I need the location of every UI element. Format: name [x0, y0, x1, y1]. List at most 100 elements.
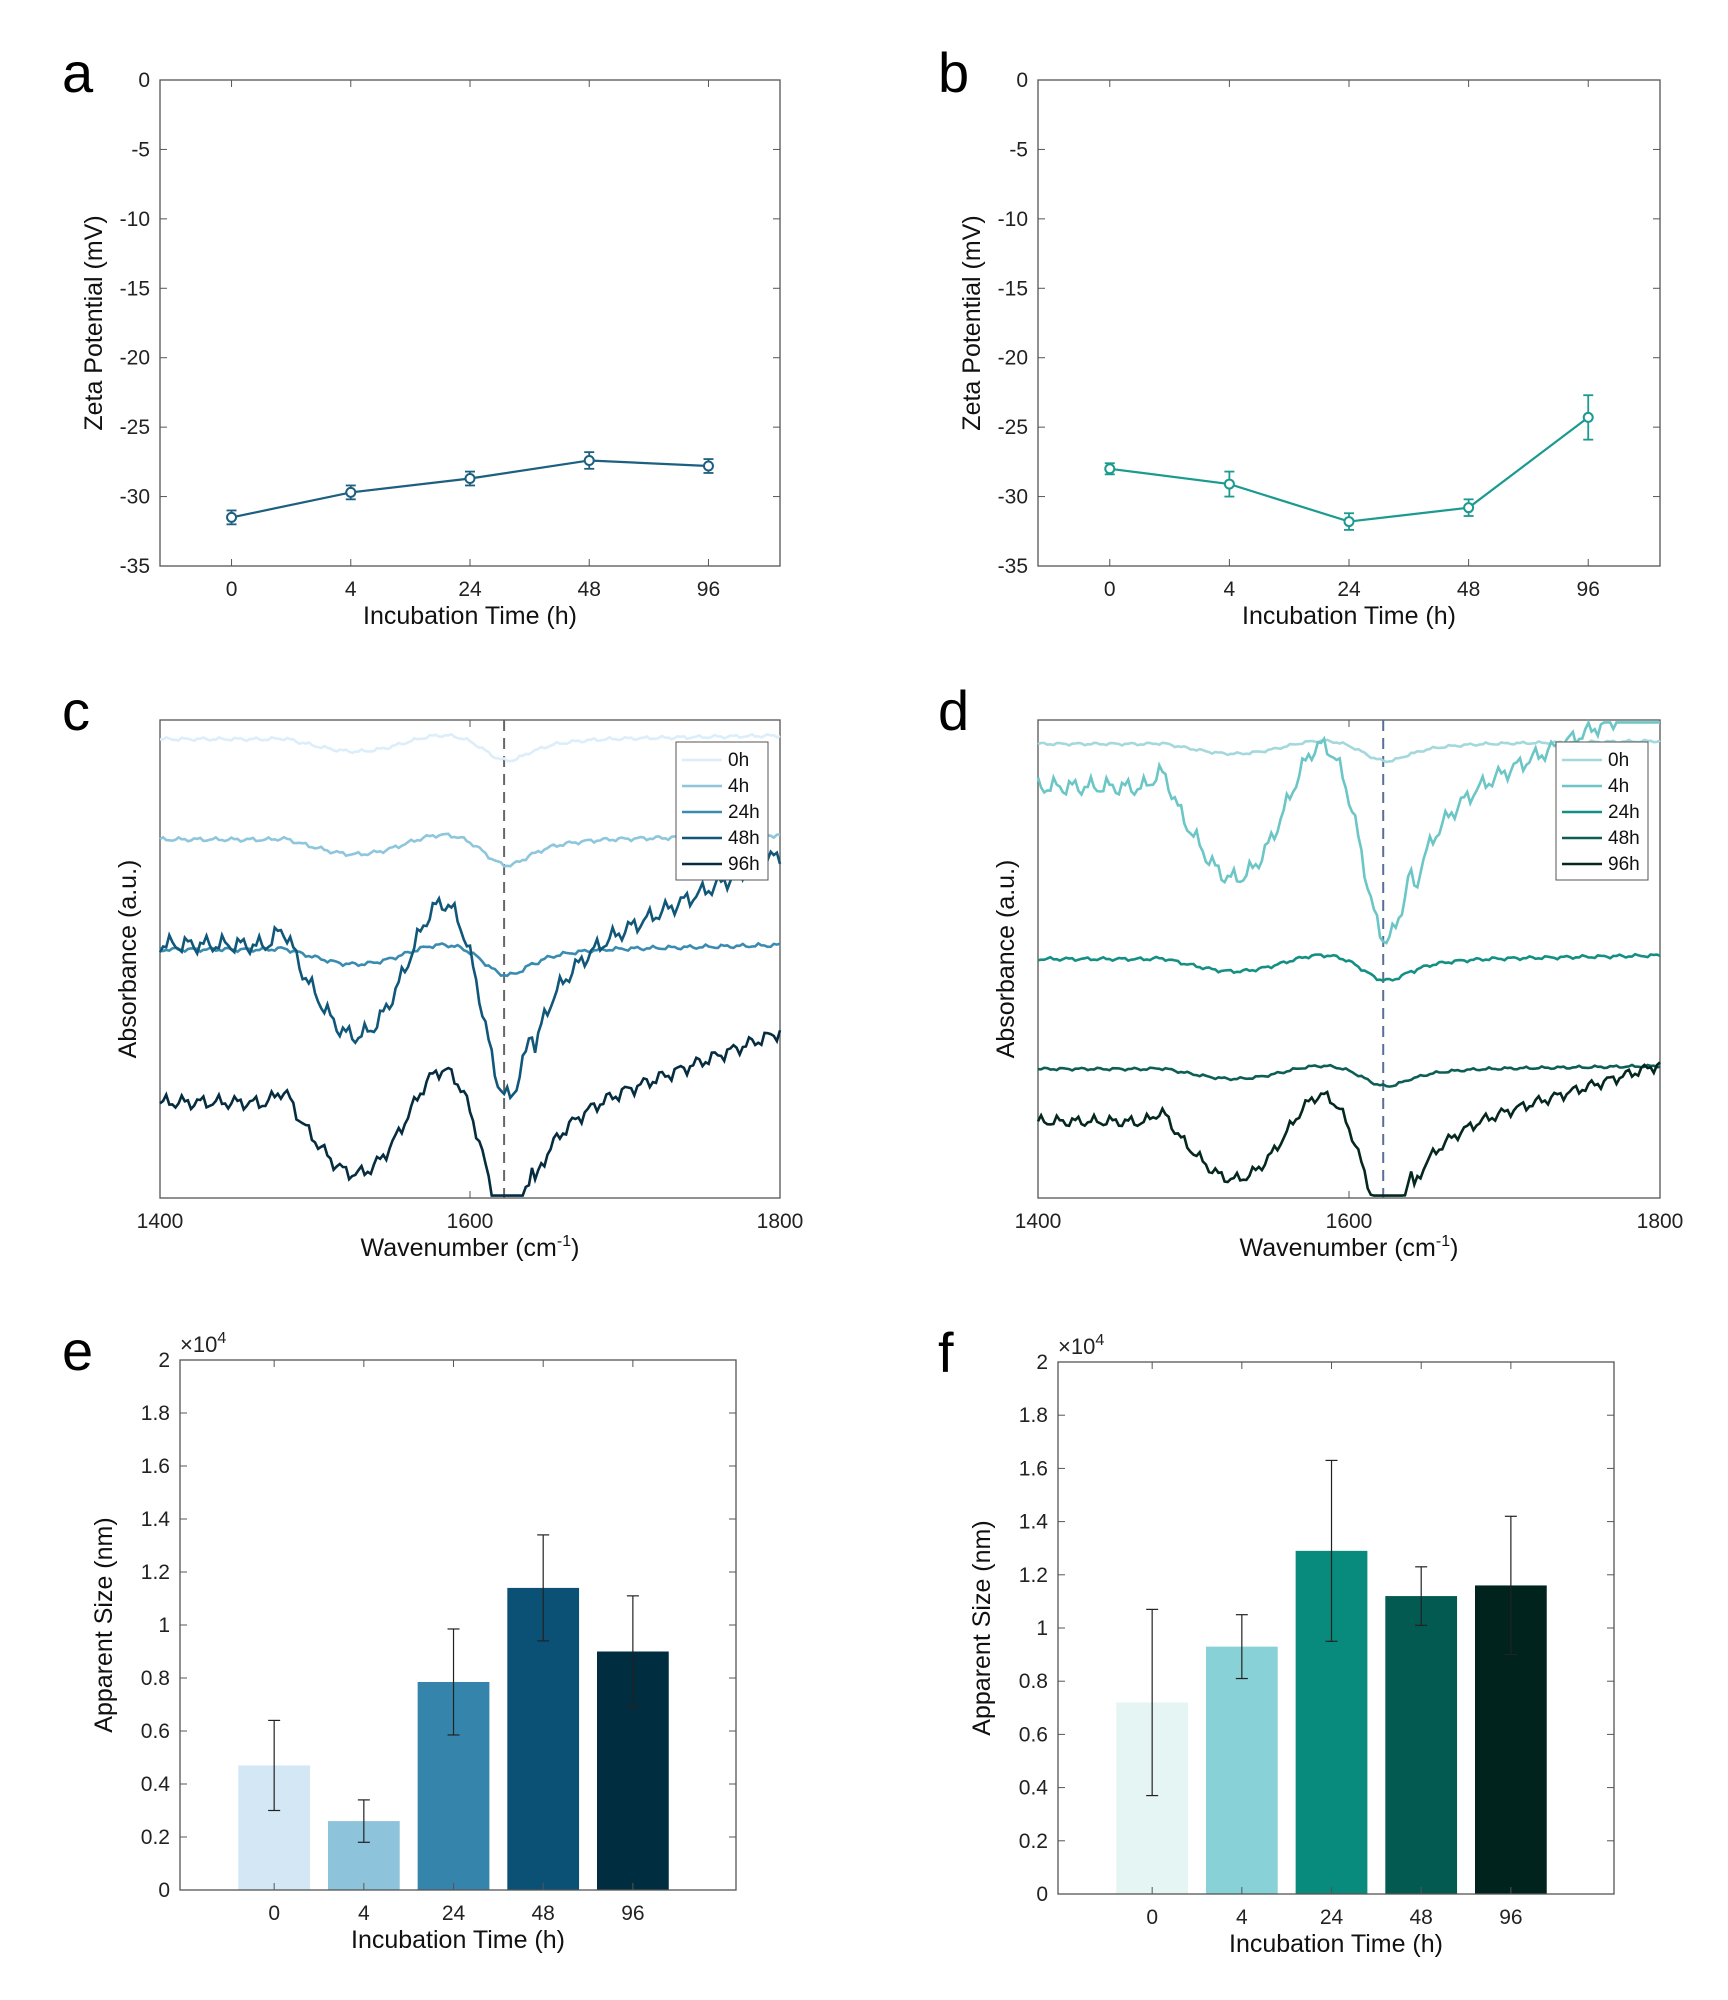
series-line	[1109, 416, 1589, 523]
axis-multiplier: ×104	[1058, 1332, 1104, 1359]
y-axis-label: Absorbance (a.u.)	[992, 860, 1020, 1059]
x-tick-label: 4	[1224, 578, 1236, 601]
panel-label-e: e	[62, 1319, 93, 1382]
y-tick-label: -10	[120, 208, 150, 231]
x-tick-label: 24	[1320, 1906, 1344, 1929]
y-tick-label: 0.2	[1019, 1830, 1048, 1853]
data-point	[1223, 478, 1235, 490]
y-tick-label: -20	[120, 347, 150, 370]
x-tick-label: 1800	[757, 1210, 804, 1233]
x-tick-label: 96	[1577, 578, 1600, 601]
x-tick-label: 48	[532, 1902, 555, 1925]
chart-a: 0 -5 -10 -15 -20 -25 -30 -35 0 4 24 48 96 Zeta Potent…	[80, 69, 781, 630]
x-tick-label: 24	[458, 578, 482, 601]
x-tick-label: 1600	[447, 1210, 494, 1233]
x-tick-label: 1800	[1637, 1210, 1684, 1233]
legend-label: 4h	[1608, 776, 1629, 797]
legend-label: 48h	[1608, 828, 1640, 849]
series-line	[231, 459, 709, 519]
data-point	[1104, 463, 1116, 475]
y-tick-label: 0	[158, 1879, 170, 1902]
panel-label-f: f	[938, 1321, 954, 1384]
axis-multiplier: ×104	[180, 1330, 226, 1357]
legend-label: 24h	[728, 802, 760, 823]
y-tick-label: 2	[1036, 1351, 1048, 1374]
x-tick-label: 48	[1457, 578, 1480, 601]
y-axis-label: Apparent Size (nm)	[968, 1520, 996, 1735]
x-tick-label: 48	[1410, 1906, 1433, 1929]
y-tick-label: 0	[1016, 69, 1028, 92]
x-axis-label: Incubation Time (h)	[1242, 602, 1456, 630]
y-tick-label: 0.4	[1019, 1777, 1049, 1800]
chart-b: 0 -5 -10 -15 -20 -25 -30 -35 0 4 24 48 96 Zeta Potent…	[958, 69, 1661, 630]
bar-48	[1385, 1596, 1458, 1894]
data-point	[1582, 411, 1594, 423]
data-point	[1343, 516, 1355, 528]
y-tick-label: 0.6	[141, 1720, 170, 1743]
y-tick-label: 2	[158, 1349, 170, 1372]
x-axis-label: Incubation Time (h)	[351, 1926, 565, 1954]
spectrum-48h	[1037, 1063, 1661, 1088]
chart-d: 1400 1600 1800 0h 4h 24h 48h 96h Absorbance (a.u…	[992, 719, 1684, 1262]
x-tick-label: 0	[1104, 578, 1116, 601]
y-tick-label: 0	[1036, 1883, 1048, 1906]
legend-label: 96h	[1608, 854, 1640, 875]
y-tick-label: 0.8	[141, 1667, 170, 1690]
panel-label-d: d	[938, 679, 969, 742]
y-axis-label: Zeta Potential (mV)	[958, 215, 986, 430]
y-tick-label: -20	[998, 347, 1028, 370]
x-axis-label: Incubation Time (h)	[1229, 1930, 1443, 1958]
y-tick-label: 1	[158, 1614, 170, 1637]
x-tick-label: 0	[226, 578, 238, 601]
y-tick-label: -35	[120, 555, 150, 578]
x-tick-label: 1400	[1015, 1210, 1062, 1233]
y-tick-label: 1.4	[1019, 1511, 1049, 1534]
panel-label-a: a	[62, 41, 94, 104]
y-axis-label: Apparent Size (nm)	[90, 1517, 118, 1732]
x-tick-label: 0	[268, 1902, 280, 1925]
x-axis-label: Incubation Time (h)	[363, 602, 577, 630]
y-tick-label: -30	[998, 486, 1028, 509]
legend-label: 4h	[728, 776, 749, 797]
y-tick-label: 0.4	[141, 1773, 171, 1796]
y-tick-label: -25	[998, 416, 1028, 439]
y-tick-label: 1.2	[1019, 1564, 1048, 1587]
chart-e: 0 0.2 0.4 0.6 0.8 1 1.2 1.4 1.6 1.8 2 0 4 24 48 96 ×104 A…	[90, 1330, 737, 1954]
y-tick-label: 1.8	[141, 1402, 170, 1425]
data-point	[226, 511, 238, 523]
y-tick-label: 1.8	[1019, 1404, 1048, 1427]
x-tick-label: 48	[578, 578, 601, 601]
data-point	[464, 473, 476, 485]
panel-label-c: c	[62, 679, 90, 742]
legend-label: 96h	[728, 854, 760, 875]
spectrum-96h	[1036, 1061, 1661, 1197]
y-tick-label: 1.6	[141, 1455, 170, 1478]
x-tick-label: 4	[345, 578, 357, 601]
data-point	[702, 460, 714, 472]
spectrum-48h	[158, 849, 782, 1101]
x-tick-label: 4	[1236, 1906, 1248, 1929]
y-tick-label: 0.6	[1019, 1723, 1048, 1746]
legend-label: 0h	[1608, 750, 1629, 771]
bar-4	[1205, 1646, 1278, 1894]
plot-frame	[159, 79, 781, 567]
y-tick-label: 1.2	[141, 1561, 170, 1584]
panel-label-b: b	[938, 41, 969, 104]
x-tick-label: 24	[442, 1902, 466, 1925]
data-point	[345, 486, 357, 498]
spectrum-96h	[159, 1029, 782, 1197]
y-tick-label: -5	[131, 138, 150, 161]
y-tick-label: -15	[998, 277, 1028, 300]
y-axis-label: Absorbance (a.u.)	[114, 860, 142, 1059]
chart-f: 0 0.2 0.4 0.6 0.8 1 1.2 1.4 1.6 1.8 2 0 4 24 48 96 ×104 A…	[968, 1332, 1615, 1958]
plot-frame	[1037, 79, 1661, 567]
x-axis-label: Wavenumber (cm-1)	[361, 1233, 580, 1262]
y-tick-label: 1.6	[1019, 1457, 1048, 1480]
y-tick-label: 0.2	[141, 1826, 170, 1849]
data-point	[583, 454, 595, 466]
spectrum-24h	[1037, 952, 1661, 982]
x-tick-label: 1600	[1326, 1210, 1373, 1233]
x-tick-label: 96	[621, 1902, 644, 1925]
y-tick-label: 1	[1036, 1617, 1048, 1640]
